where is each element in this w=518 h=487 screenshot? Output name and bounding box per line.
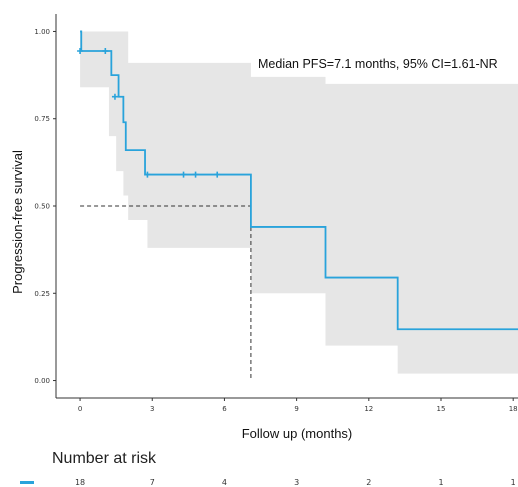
- risk-count: 18: [75, 478, 85, 487]
- survival-curve-layer: [80, 30, 518, 331]
- axes-layer: 0.00 0.25 0.50 0.75 1.00 0 3 6 9 12 15 18: [34, 14, 518, 413]
- risk-count: 4: [222, 478, 227, 487]
- x-tick-label: 12: [364, 405, 373, 413]
- x-tick-label: 0: [78, 405, 82, 413]
- y-tick-label: 0.75: [34, 115, 50, 123]
- confidence-band-layer: [80, 31, 518, 374]
- y-tick-label: 0.00: [34, 377, 50, 385]
- censor-mark: [102, 48, 109, 55]
- censor-mark: [144, 171, 151, 178]
- censor-mark: [111, 93, 118, 100]
- x-tick-label: 15: [437, 405, 446, 413]
- median-guide-layer: [80, 205, 252, 381]
- x-tick-label: 6: [222, 405, 227, 413]
- censor-mark: [77, 48, 84, 55]
- y-tick-label: 1.00: [34, 28, 50, 36]
- x-tick-label: 18: [509, 405, 518, 413]
- censor-mark: [180, 171, 187, 178]
- censor-marks-layer: [77, 48, 221, 178]
- risk-table: Number at risk 18 7 4 3 2 1 1: [20, 450, 516, 487]
- y-tick-label: 0.50: [34, 203, 50, 211]
- censor-mark: [192, 171, 199, 178]
- x-tick-label: 9: [294, 405, 298, 413]
- median-annotation: Median PFS=7.1 months, 95% CI=1.61-NR: [258, 57, 498, 71]
- risk-count: 3: [294, 478, 299, 487]
- risk-count: 7: [150, 478, 155, 487]
- y-axis-title: Progression-free survival: [10, 150, 25, 294]
- risk-table-title: Number at risk: [52, 450, 157, 467]
- x-tick-label: 3: [150, 405, 154, 413]
- confidence-band: [80, 31, 518, 374]
- y-tick-label: 0.25: [34, 290, 50, 298]
- x-axis-title: Follow up (months): [242, 426, 353, 441]
- survival-curve: [80, 30, 518, 331]
- risk-legend-swatch: [20, 481, 34, 484]
- text-layer: Median PFS=7.1 months, 95% CI=1.61-NR Fol…: [10, 57, 498, 441]
- risk-count: 1: [511, 478, 516, 487]
- risk-count: 1: [438, 478, 443, 487]
- censor-mark: [214, 171, 221, 178]
- risk-count: 2: [366, 478, 371, 487]
